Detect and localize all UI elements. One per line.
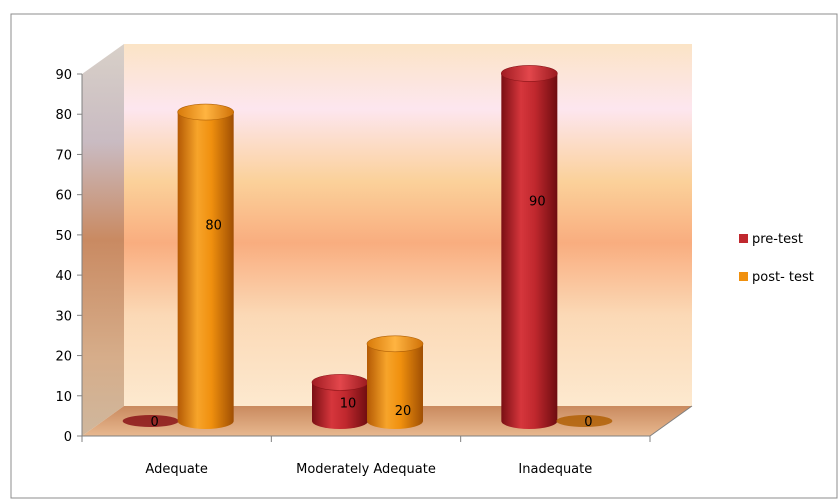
data-label: 20 bbox=[395, 404, 412, 419]
y-tick-label: 40 bbox=[55, 269, 72, 284]
bar-body bbox=[501, 73, 558, 429]
bar-body bbox=[367, 343, 423, 429]
bar-pre-test-2 bbox=[501, 65, 558, 429]
legend-label-post-test: post- test bbox=[752, 270, 814, 285]
data-labels: 0 10 90 80 20 0 bbox=[151, 195, 593, 430]
y-tick-label: 10 bbox=[55, 390, 72, 405]
data-label: 0 bbox=[584, 415, 592, 430]
y-tick-label: 90 bbox=[55, 68, 72, 83]
legend: pre-test post- test bbox=[739, 232, 814, 285]
x-axis-ticks: Adequate Moderately Adequate Inadequate bbox=[81, 436, 651, 477]
bar-pre-test-1 bbox=[311, 374, 369, 429]
bars bbox=[122, 65, 613, 430]
data-label: 10 bbox=[340, 397, 357, 412]
legend-label-pre-test: pre-test bbox=[752, 232, 803, 247]
data-label: 80 bbox=[205, 218, 222, 233]
bar-pre-test-0 bbox=[122, 415, 179, 427]
y-tick-label: 80 bbox=[55, 108, 72, 123]
bar-post-test-0 bbox=[177, 103, 234, 430]
y-tick-label: 60 bbox=[55, 189, 72, 204]
y-tick-label: 50 bbox=[55, 229, 72, 244]
bar-top bbox=[177, 103, 234, 121]
bar-top bbox=[501, 65, 558, 82]
data-label: 90 bbox=[529, 195, 546, 210]
y-tick-label: 20 bbox=[55, 350, 72, 365]
bar-post-test-2 bbox=[556, 415, 613, 427]
bar-body bbox=[177, 112, 234, 430]
bar-top bbox=[366, 335, 424, 353]
data-label: 0 bbox=[151, 415, 159, 430]
y-tick-label: 70 bbox=[55, 148, 72, 163]
legend-swatch-pre-test bbox=[739, 234, 748, 243]
side-wall bbox=[82, 44, 124, 436]
x-tick-label: Moderately Adequate bbox=[296, 462, 436, 477]
bar-post-test-1 bbox=[366, 335, 424, 429]
x-tick-label: Inadequate bbox=[518, 462, 592, 477]
y-tick-label: 0 bbox=[64, 430, 72, 445]
bar-zero-disc bbox=[556, 415, 613, 427]
x-axis-depth-line bbox=[649, 405, 693, 437]
x-tick-label: Adequate bbox=[145, 462, 207, 477]
y-tick-label: 30 bbox=[55, 309, 72, 324]
bar-zero-disc bbox=[122, 415, 179, 427]
bar-body bbox=[312, 382, 368, 429]
bar-top bbox=[311, 374, 369, 391]
legend-swatch-post-test bbox=[739, 272, 748, 281]
y-axis-ticks: 0 10 20 30 40 50 60 70 80 90 bbox=[55, 68, 82, 445]
